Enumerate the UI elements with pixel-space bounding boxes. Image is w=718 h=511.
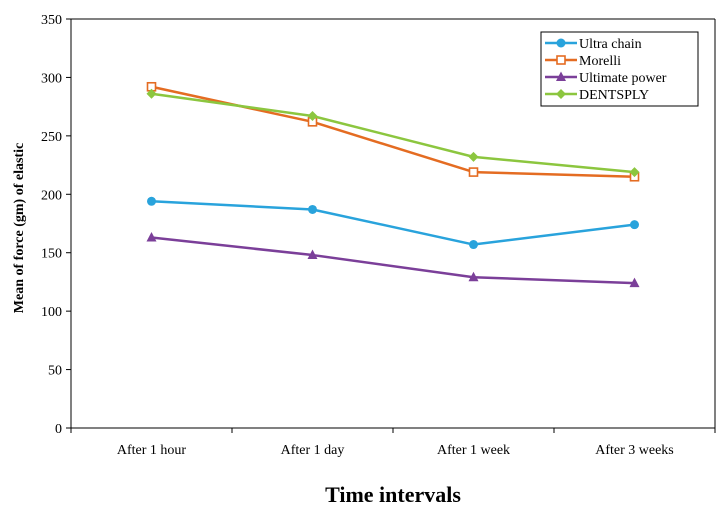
data-point-ultra-chain: [630, 220, 639, 230]
data-point-ultimate-power: [146, 232, 157, 242]
legend-marker-ultimate-power: [556, 71, 566, 81]
x-tick-label: After 3 weeks: [595, 443, 674, 458]
series-ultimate-power: [146, 232, 640, 288]
data-point-ultra-chain: [469, 240, 478, 250]
legend-marker-morelli: [556, 55, 566, 65]
x-tick-label: After 1 hour: [117, 443, 187, 458]
series-line-dentsply: [151, 92, 635, 174]
data-point-ultimate-power: [468, 271, 479, 282]
data-point-ultimate-power: [307, 249, 318, 260]
y-tick-label: 200: [41, 188, 62, 203]
y-tick-label: 350: [41, 13, 62, 28]
legend-label-dentsply: DENTSPLY: [579, 88, 649, 103]
series-group: [146, 81, 640, 288]
x-tick-label: After 1 day: [281, 443, 345, 458]
data-point-ultra-chain: [147, 196, 156, 206]
data-point-dentsply: [468, 151, 479, 162]
data-point-ultimate-power: [629, 277, 640, 288]
y-tick-label: 250: [41, 130, 62, 145]
legend-label-morelli: Morelli: [579, 54, 621, 69]
y-tick-label: 0: [55, 422, 62, 437]
y-tick-label: 150: [41, 247, 62, 262]
x-tick-label: After 1 week: [437, 443, 510, 458]
y-tick-label: 50: [48, 364, 62, 379]
y-axis-ticks: 0 50 100 150 200 250 300 350: [41, 13, 71, 437]
legend-marker-ultra-chain: [556, 38, 566, 48]
x-axis-label: Time intervals: [325, 482, 461, 507]
legend-label-ultra-chain: Ultra chain: [579, 37, 642, 52]
data-point-ultra-chain: [308, 204, 317, 214]
data-point-dentsply: [307, 110, 318, 121]
series-ultra-chain: [147, 196, 639, 250]
legend-marker-dentsply: [556, 89, 566, 99]
legend-label-ultimate-power: Ultimate power: [579, 71, 667, 86]
y-axis-label: Mean of force (gm) of elastic: [12, 143, 27, 313]
series-line-ultra-chain: [151, 200, 635, 246]
x-axis-ticks: After 1 hour After 1 day After 1 week After…: [70, 428, 716, 458]
y-tick-label: 100: [41, 305, 62, 320]
data-point-dentsply: [146, 88, 157, 99]
legend: Ultra chain Morelli Ultimate power DENTSPLY: [540, 31, 699, 107]
data-point-dentsply: [629, 167, 640, 178]
y-tick-label: 300: [41, 71, 62, 86]
series-dentsply: [146, 88, 640, 178]
data-point-morelli: [468, 167, 479, 177]
series-line-ultimate-power: [151, 236, 635, 285]
